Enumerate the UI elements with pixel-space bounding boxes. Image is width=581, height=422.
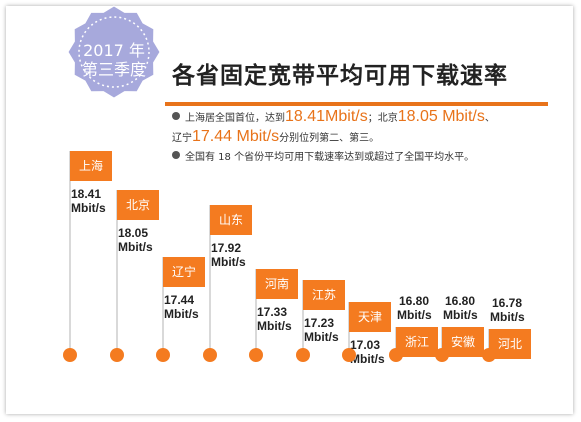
- flag-label: 北京: [117, 190, 159, 220]
- flag-base-dot: [342, 348, 356, 362]
- value-label: 17.92 Mbit/s: [211, 241, 246, 269]
- flag-label: 辽宁: [163, 257, 205, 287]
- badge-quarter: 第三季度: [81, 60, 146, 79]
- badge-seal: [67, 5, 161, 99]
- value-label: 16.80 Mbit/s: [443, 294, 478, 322]
- flag-label: 山东: [210, 205, 252, 235]
- flag-label: 江苏: [303, 280, 345, 310]
- note-highlight-shanghai: 18.41Mbit/s: [285, 108, 368, 125]
- flag-pole: [116, 190, 118, 355]
- flag-pole: [69, 151, 71, 355]
- flag-pole: [302, 280, 304, 355]
- flag-label: 上海: [70, 151, 112, 181]
- flag-base-dot: [389, 348, 403, 362]
- note-line-1: 上海居全国首位，达到18.41Mbit/s；北京18.05 Mbit/s、: [172, 108, 495, 126]
- flag-pole: [162, 257, 164, 355]
- flag-label: 浙江: [396, 327, 438, 357]
- note-line-2: 辽宁17.44 Mbit/s分别位列第二、第三。: [172, 128, 380, 145]
- note-highlight-beijing: 18.05 Mbit/s: [397, 108, 485, 125]
- value-label: 17.44 Mbit/s: [164, 293, 199, 321]
- value-label: 16.80 Mbit/s: [397, 294, 432, 322]
- flag-base-dot: [110, 348, 124, 362]
- value-label: 18.05 Mbit/s: [118, 226, 153, 254]
- note-line-3: 全国有 18 个省份平均可用下载速率达到或超过了全国平均水平。: [172, 148, 474, 163]
- flag-base-dot: [203, 348, 217, 362]
- page-title: 各省固定宽带平均可用下载速率: [172, 63, 508, 89]
- flag-base-dot: [482, 348, 496, 362]
- value-label: 17.03 Mbit/s: [350, 338, 385, 366]
- flag-base-dot: [156, 348, 170, 362]
- value-label: 17.33 Mbit/s: [257, 305, 292, 333]
- flag-base-dot: [296, 348, 310, 362]
- flag-label: 安徽: [442, 327, 484, 357]
- flag-base-dot: [249, 348, 263, 362]
- value-label: 16.78 Mbit/s: [490, 296, 525, 324]
- title-underline: [165, 102, 548, 106]
- value-label: 17.23 Mbit/s: [304, 316, 339, 344]
- flag-label: 河南: [256, 269, 298, 299]
- bullet-icon: [172, 151, 180, 159]
- flag-pole: [255, 269, 257, 355]
- flag-pole: [209, 205, 211, 355]
- bullet-icon: [172, 112, 180, 120]
- flag-label: 河北: [489, 329, 531, 359]
- note-highlight-liaoning: 17.44 Mbit/s: [192, 128, 280, 145]
- flag-base-dot: [63, 348, 77, 362]
- flag-base-dot: [435, 348, 449, 362]
- value-label: 18.41 Mbit/s: [71, 187, 106, 215]
- badge-year: 2017 年: [83, 41, 145, 60]
- flag-label: 天津: [349, 302, 391, 332]
